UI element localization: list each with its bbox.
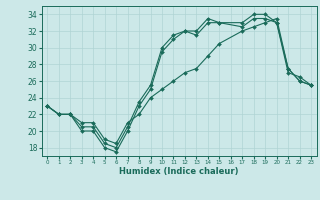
X-axis label: Humidex (Indice chaleur): Humidex (Indice chaleur) — [119, 167, 239, 176]
